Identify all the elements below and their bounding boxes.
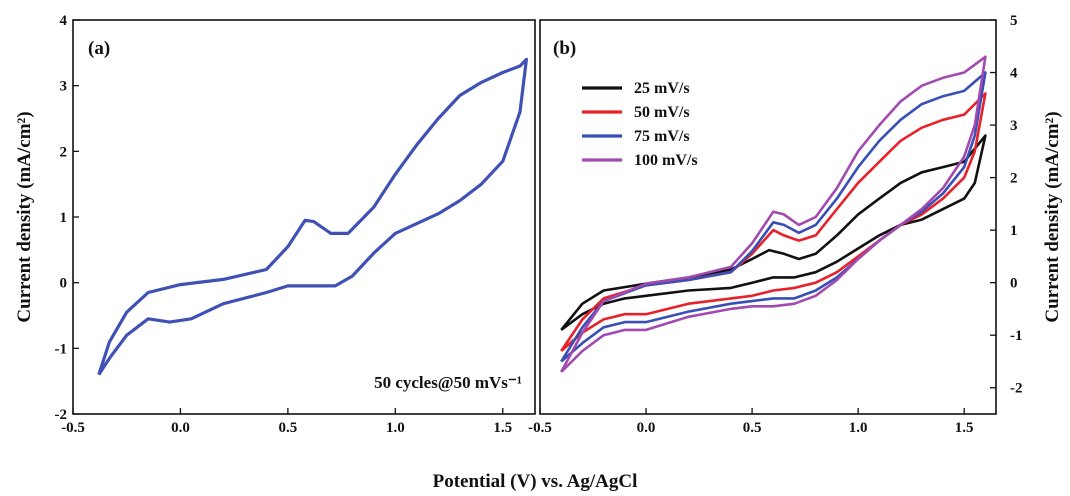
panel-a-y-axis-label: Current density (mA/cm²) (14, 111, 35, 322)
panel-b-y-axis-label: Current density (mA/cm²) (1042, 111, 1063, 322)
x-tick-label: -0.5 (61, 420, 85, 436)
cv-curve-25-mv-s (560, 134, 987, 331)
panel-a-x-ticks: -0.5 0.0 0.5 1.0 1.5 (61, 408, 512, 436)
panel-b-legend: 25 mV/s 50 mV/s 75 mV/s 100 mV/s (582, 80, 698, 169)
y-tick-label: -1 (55, 341, 68, 357)
x-tick-label: 0.5 (279, 420, 298, 436)
x-tick-label: 0.0 (637, 420, 656, 436)
panel-b-x-ticks: -0.5 0.0 0.5 1.0 1.5 (528, 408, 974, 436)
panel-b-y-ticks: -2 -1 0 1 2 3 4 5 (990, 13, 1023, 397)
y-tick-label: 5 (1010, 13, 1018, 29)
y-tick-label: 3 (1010, 118, 1018, 134)
y-tick-label: 2 (1010, 171, 1018, 187)
x-tick-label: 1.5 (955, 420, 974, 436)
y-tick-label: 4 (1010, 66, 1018, 82)
panel-b: -0.5 0.0 0.5 1.0 1.5 -2 -1 0 1 2 3 4 5 (b) 25 mV/s 5… (528, 13, 1063, 436)
panel-a-label: (a) (88, 38, 110, 59)
y-tick-label: -1 (1010, 328, 1023, 344)
y-tick-label: 4 (60, 13, 68, 29)
panel-b-label: (b) (553, 38, 576, 59)
y-tick-label: 1 (60, 210, 68, 226)
panel-b-y-axis-label-text: Current density (mA/cm²) (1042, 111, 1063, 322)
cv-curve-100-mv-s (560, 55, 987, 373)
panel-a-frame (72, 19, 536, 415)
y-tick-label: -2 (1010, 381, 1023, 397)
x-tick-label: 1.0 (386, 420, 405, 436)
cv-curve-75-mv-s (560, 71, 987, 363)
y-tick-label: 2 (60, 144, 68, 160)
panel-a: -0.5 0.0 0.5 1.0 1.5 -2 -1 0 1 2 3 4 (a) 50 cycles… (14, 13, 536, 436)
legend-label: 25 mV/s (634, 80, 690, 97)
panel-a-annotation: 50 cycles@50 mVs⁻¹ (374, 373, 522, 392)
x-tick-label: 0.0 (171, 420, 190, 436)
legend-label: 75 mV/s (634, 128, 690, 145)
x-tick-label: -0.5 (528, 420, 552, 436)
y-tick-label: -2 (55, 407, 68, 423)
y-tick-label: 0 (1010, 276, 1018, 292)
y-tick-label: 3 (60, 79, 68, 95)
cv-curve-0 (97, 57, 528, 376)
x-tick-label: 1.5 (493, 420, 512, 436)
panel-a-y-axis-label-text: Current density (mA/cm²) (14, 111, 35, 322)
panel-a-curves (97, 57, 528, 376)
y-tick-label: 0 (60, 276, 68, 292)
x-axis-label: Potential (V) vs. Ag/AgCl (433, 471, 638, 492)
panel-b-curves (560, 55, 987, 373)
panel-b-frame (539, 19, 997, 415)
x-tick-label: 0.5 (743, 420, 762, 436)
x-tick-label: 1.0 (849, 420, 868, 436)
legend-label: 100 mV/s (634, 152, 698, 169)
legend-label: 50 mV/s (634, 104, 690, 121)
cv-curve-50-mv-s (560, 92, 987, 352)
y-tick-label: 1 (1010, 223, 1018, 239)
panel-a-y-ticks: -2 -1 0 1 2 3 4 (55, 13, 79, 423)
